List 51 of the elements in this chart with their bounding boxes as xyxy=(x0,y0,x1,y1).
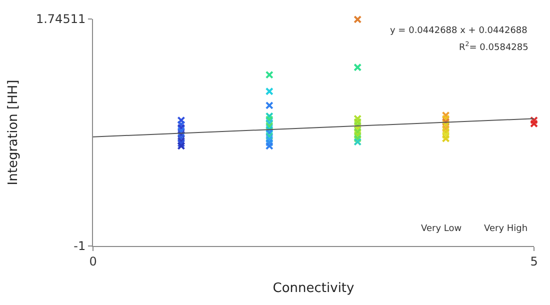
point xyxy=(265,142,274,150)
point xyxy=(442,131,450,140)
point xyxy=(177,142,186,150)
point xyxy=(442,128,450,136)
y-tick-label: 1.74511 xyxy=(36,12,86,26)
point xyxy=(442,111,450,120)
y-axis-title: Integration [HH] xyxy=(6,80,21,186)
annotation: y = 0.0442688 x + 0.0442688 xyxy=(390,26,528,36)
point xyxy=(177,124,186,132)
point xyxy=(354,121,362,130)
point xyxy=(354,114,362,123)
point xyxy=(442,134,450,142)
point xyxy=(177,134,186,142)
point xyxy=(265,112,274,120)
point xyxy=(177,127,186,136)
x-tick-label: 5 xyxy=(530,254,538,268)
point xyxy=(265,135,274,144)
point xyxy=(354,138,362,146)
point xyxy=(354,118,362,126)
point xyxy=(177,130,186,138)
point xyxy=(354,131,362,140)
point xyxy=(265,122,274,130)
point xyxy=(265,101,274,110)
point xyxy=(354,128,362,136)
point xyxy=(177,116,186,124)
point xyxy=(177,136,186,145)
point xyxy=(265,128,274,137)
x-axis-title: Connectivity xyxy=(272,281,355,296)
point xyxy=(177,120,186,128)
point xyxy=(354,134,362,142)
point xyxy=(530,120,538,128)
point xyxy=(442,124,450,133)
annotation: Very Low xyxy=(421,224,462,234)
point xyxy=(265,132,274,140)
x-tick-label: 0 xyxy=(89,254,97,268)
point xyxy=(265,118,274,127)
point xyxy=(265,138,274,147)
point xyxy=(354,124,362,133)
point xyxy=(442,118,450,126)
y-tick-label: -1 xyxy=(74,239,86,254)
point xyxy=(354,15,362,24)
point xyxy=(265,70,274,79)
point xyxy=(265,115,274,124)
point xyxy=(354,63,362,72)
point xyxy=(265,125,274,134)
annotation: R$^{2}$= 0.0584285 xyxy=(459,41,528,53)
annotation: Very High xyxy=(484,224,528,234)
point xyxy=(442,114,450,123)
point xyxy=(265,87,274,96)
point xyxy=(530,116,538,124)
point xyxy=(177,139,186,148)
